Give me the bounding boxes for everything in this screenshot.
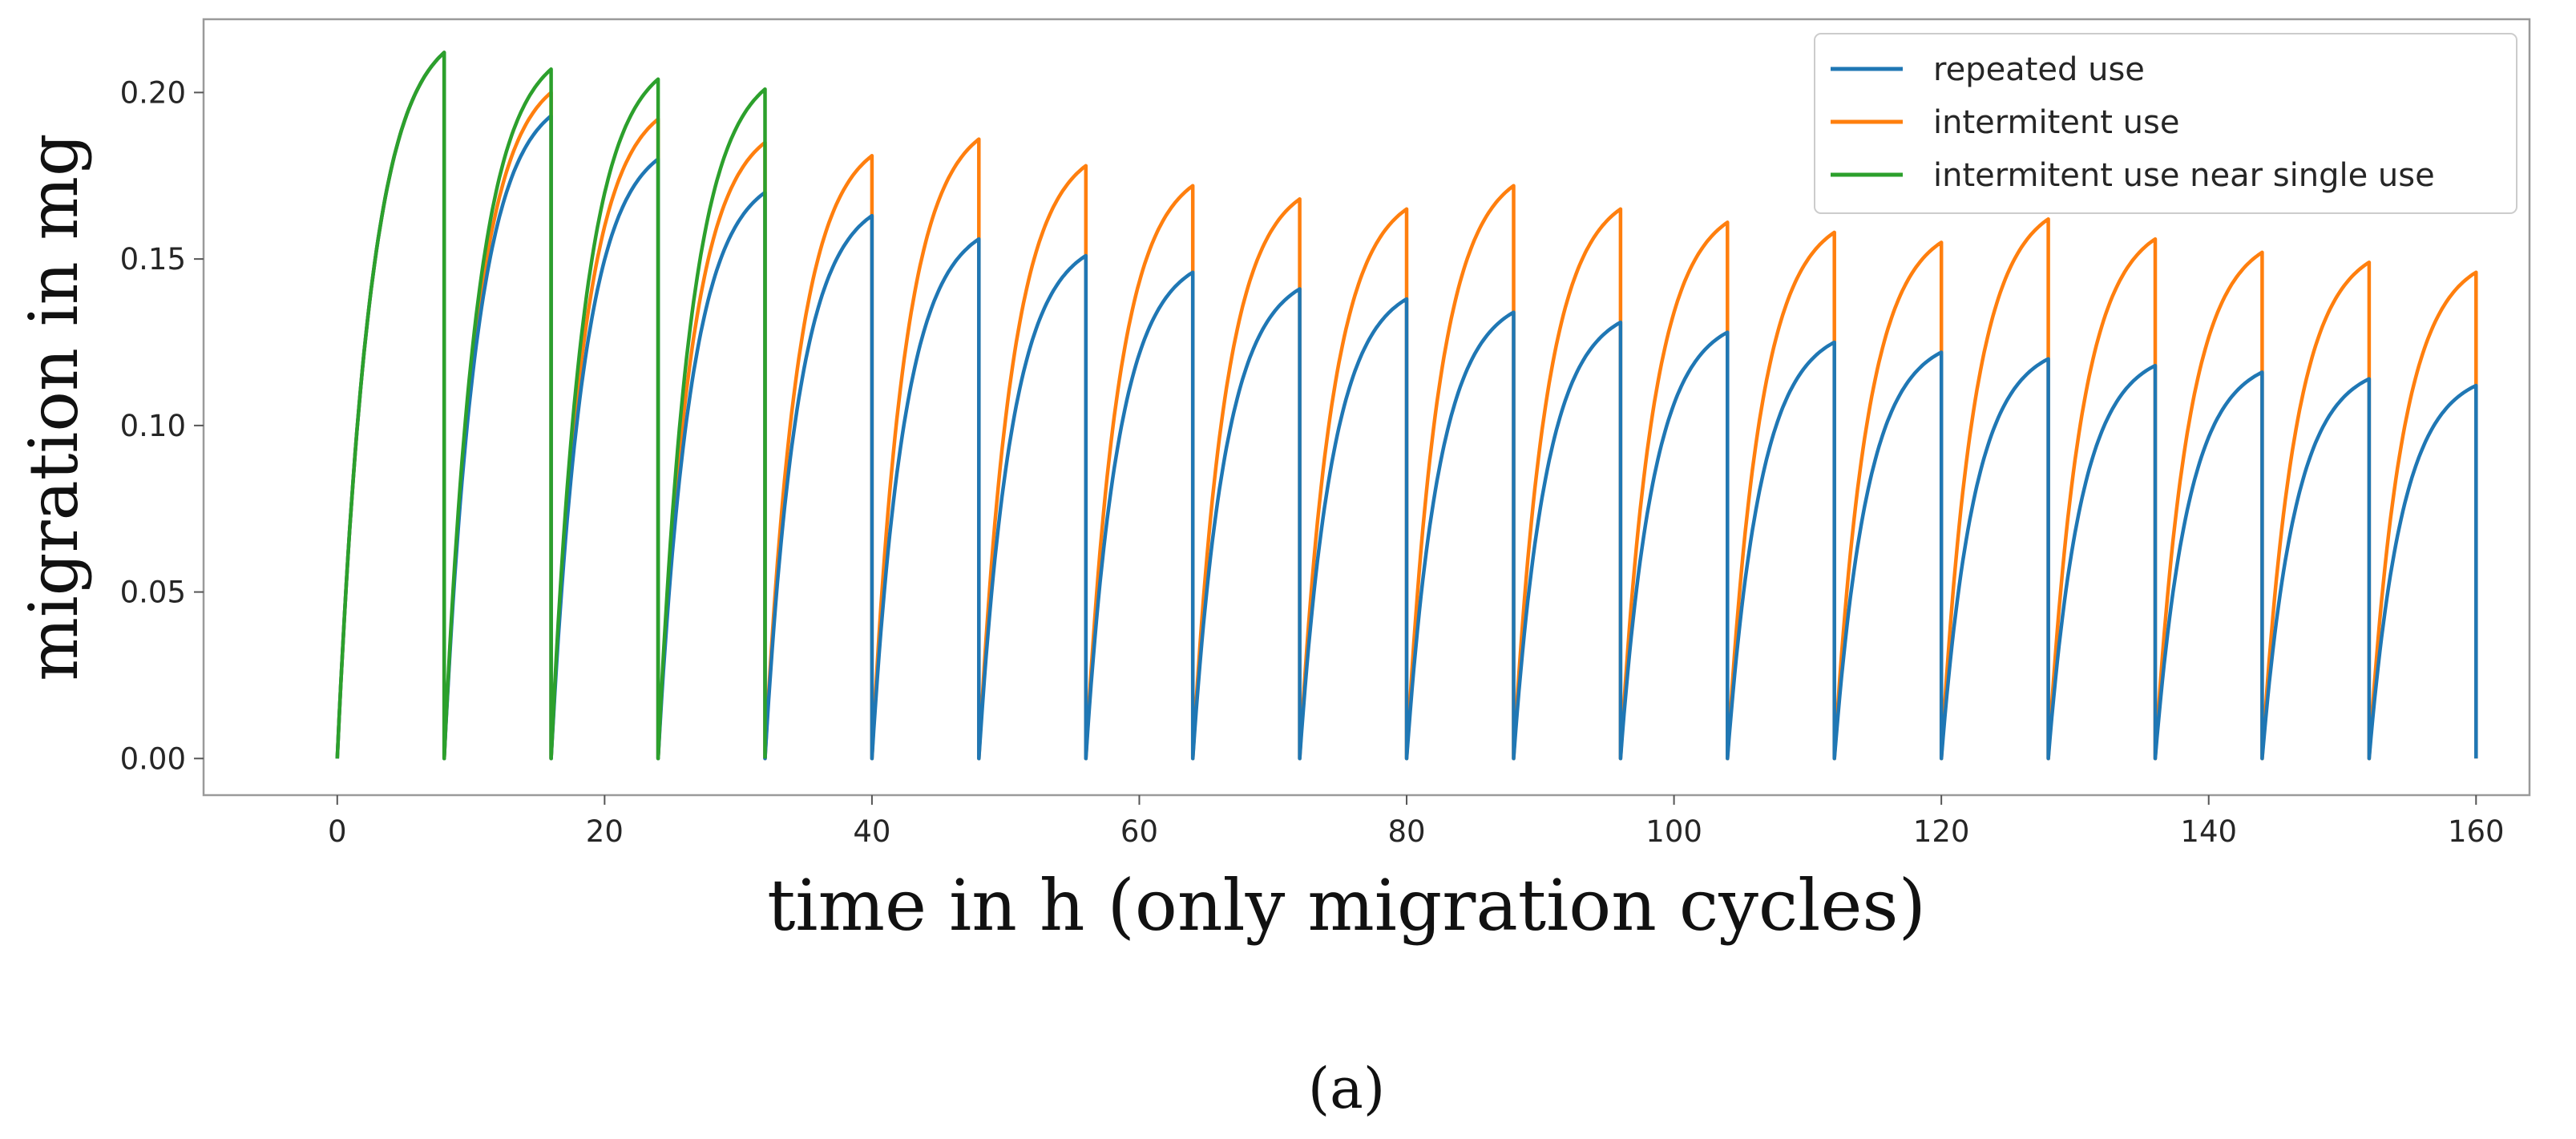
x-axis-title: time in h (only migration cycles) [767, 864, 1926, 947]
legend: repeated use intermitent use intermitent u… [1814, 33, 2517, 214]
figure-caption: (a) [1308, 1056, 1385, 1121]
series-line-0 [335, 50, 2478, 761]
legend-label-1: intermitent use [1933, 104, 2179, 141]
x-tick-label: 40 [853, 814, 890, 849]
x-tick-label: 0 [328, 814, 347, 849]
y-axis-title: migration in mg [14, 133, 93, 681]
x-tick-label: 160 [2448, 814, 2505, 849]
series-layer [335, 50, 2478, 761]
y-tick-label: 0.15 [120, 242, 186, 277]
x-axis: 0 20 40 60 80 100 120 140 160 [328, 795, 2505, 849]
x-tick-label: 100 [1645, 814, 1702, 849]
plot-frame [202, 18, 2531, 797]
legend-label-2: intermitent use near single use [1933, 157, 2435, 194]
y-tick-label: 0.10 [120, 409, 186, 443]
y-tick-label: 0.20 [120, 75, 186, 110]
x-tick-label: 140 [2180, 814, 2237, 849]
x-tick-label: 60 [1120, 814, 1158, 849]
x-tick-label: 120 [1913, 814, 1970, 849]
y-axis: 0.00 0.05 0.10 0.15 0.20 [120, 75, 204, 776]
legend-label-0: repeated use [1933, 51, 2145, 88]
y-tick-label: 0.05 [120, 576, 186, 610]
y-tick-label: 0.00 [120, 741, 186, 776]
legend-box [1814, 33, 2517, 214]
x-tick-label: 20 [586, 814, 624, 849]
x-tick-label: 80 [1387, 814, 1425, 849]
series-line-2 [335, 50, 767, 761]
